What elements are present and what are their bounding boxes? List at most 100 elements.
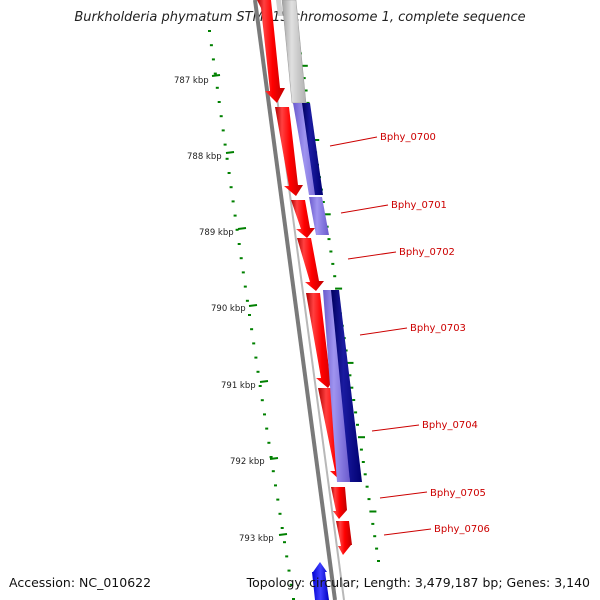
scale-tick-dot xyxy=(219,115,223,118)
gene-feature-reverse xyxy=(323,290,350,482)
scale-tick-dot xyxy=(285,555,289,558)
gene-labels: Bphy_0700 Bphy_0701 Bphy_0702 Bphy_0703 … xyxy=(329,132,490,536)
scale-label: 793 kbp xyxy=(239,534,274,544)
scale-tick-dot xyxy=(231,200,235,203)
scale-tick-dot xyxy=(363,473,367,476)
scale-tick-dot xyxy=(359,448,363,451)
scale-tick-dot xyxy=(331,262,335,265)
reverse-genes xyxy=(293,103,362,482)
scale-tick-dot xyxy=(335,287,343,290)
scale-label: 790 kbp xyxy=(211,304,246,314)
scale-tick-dot xyxy=(215,86,219,89)
scale-tick-dot xyxy=(373,535,377,538)
scale-tick-dot xyxy=(350,386,354,389)
scale-tick-dot xyxy=(278,512,282,515)
scale-tick-dot xyxy=(327,238,331,241)
scale-tick-dot xyxy=(225,157,229,160)
scale-tick-dot xyxy=(352,399,356,401)
scale-tick-dot xyxy=(283,541,286,544)
backbone-line xyxy=(253,0,337,600)
scale-tick-dot xyxy=(243,285,247,288)
scale-tick-dot xyxy=(213,72,217,75)
scale-tick-dot xyxy=(258,385,262,387)
gene-feature-reverse xyxy=(309,197,329,235)
scale-tick-dot xyxy=(209,44,213,47)
scale-tick-dot xyxy=(229,186,233,189)
scale-tick-dot xyxy=(302,77,306,80)
scale-tick-dot xyxy=(271,470,275,473)
scale-tick-dot xyxy=(356,423,359,426)
gene-label: Bphy_0701 xyxy=(391,200,447,211)
scale-tick-dot xyxy=(248,314,251,316)
scale-tick-dot xyxy=(365,485,369,488)
scale-tick-dot xyxy=(377,560,380,562)
scale-tick-dot xyxy=(235,228,239,231)
scale-tick-dot xyxy=(250,328,254,331)
scale-tick-dot xyxy=(239,257,243,260)
scale-tick-dot xyxy=(369,510,377,513)
scale-labels: 787 kbp 788 kbp 789 kbp 790 kbp 791 kbp … xyxy=(174,74,288,544)
scale-label: 789 kbp xyxy=(199,228,234,238)
scale-tick-dot xyxy=(227,172,231,174)
scale-tick-dot xyxy=(260,399,264,402)
gene-label: Bphy_0704 xyxy=(422,420,478,431)
scale-tick-dot xyxy=(265,427,269,430)
scale-tick-dot xyxy=(241,271,245,274)
gene-feature-reverse-grey-small xyxy=(276,0,283,16)
scale-tick-dot xyxy=(292,598,295,600)
scale-label: 792 kbp xyxy=(230,457,265,467)
scale-tick-dot xyxy=(323,213,331,216)
scale-tick-dot xyxy=(300,64,308,67)
gene-feature-reverse-grey xyxy=(281,0,307,104)
scale-tick-dot xyxy=(346,361,354,364)
outer-scale-ticks xyxy=(208,30,295,600)
scale-tick-dot xyxy=(223,143,227,146)
scale-tick-dot xyxy=(348,374,352,377)
scale-tick-dot xyxy=(304,89,308,92)
gene-feature-forward xyxy=(297,238,324,291)
scale-tick-dot xyxy=(233,214,237,217)
scale-tick-dot xyxy=(354,411,358,414)
gene-label: Bphy_0706 xyxy=(434,524,490,535)
scale-tick-dot xyxy=(237,243,241,245)
scale-tick-dot xyxy=(254,356,258,359)
accession-text: Accession: NC_010622 xyxy=(9,575,152,590)
scale-tick-dot xyxy=(289,583,293,586)
scale-tick-dot xyxy=(208,30,211,32)
scale-tick-dot xyxy=(263,413,266,416)
topology-text: Topology: circular; Length: 3,479,187 bp… xyxy=(246,575,590,590)
gene-feature-forward xyxy=(257,0,285,103)
scale-tick-dot xyxy=(367,498,371,501)
gene-label: Bphy_0703 xyxy=(410,323,466,334)
scale-tick-dot xyxy=(280,527,284,529)
scale-label: 788 kbp xyxy=(187,152,222,162)
scale-tick-dot xyxy=(256,370,260,373)
gene-feature-forward xyxy=(336,521,352,555)
scale-tick-dot xyxy=(361,461,365,463)
gene-feature-forward xyxy=(275,107,303,196)
gene-feature-reverse xyxy=(331,290,362,482)
gene-feature-forward xyxy=(331,487,347,519)
gene-feature-reverse xyxy=(302,103,323,195)
scale-tick-dot xyxy=(321,201,325,203)
scale-label: 787 kbp xyxy=(174,76,209,86)
scale-tick-dot xyxy=(312,139,320,141)
gene-label: Bphy_0702 xyxy=(399,247,455,258)
scale-tick-dot xyxy=(358,436,365,439)
gene-feature-forward xyxy=(306,293,335,388)
gene-label: Bphy_0705 xyxy=(430,488,486,499)
scale-tick-dot xyxy=(245,299,249,302)
scale-tick-dot xyxy=(269,456,273,458)
scale-tick-dot xyxy=(211,58,215,61)
scale-tick-dot xyxy=(371,522,375,525)
scale-tick-dot xyxy=(375,547,379,550)
gene-label: Bphy_0700 xyxy=(380,132,436,143)
scale-tick-dot xyxy=(287,569,291,572)
scale-tick-dot xyxy=(306,101,310,104)
scale-tick-dot xyxy=(217,101,221,103)
scale-tick-dot xyxy=(276,498,280,501)
scale-tick-dot xyxy=(274,484,277,487)
scale-tick-dot xyxy=(333,275,337,278)
scale-label: 791 kbp xyxy=(221,381,256,391)
